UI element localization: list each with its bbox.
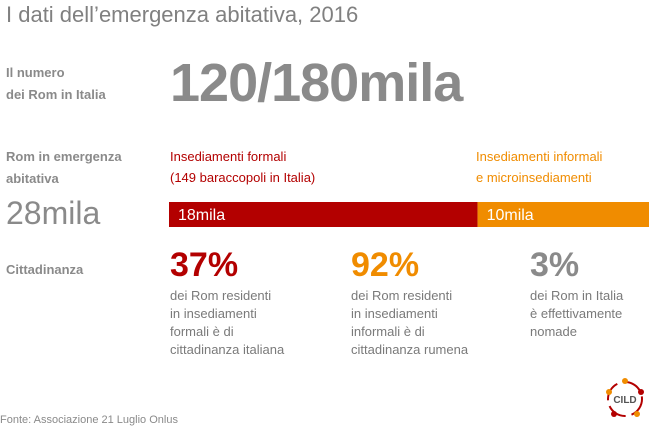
rom-count-value: 120/180mila xyxy=(170,53,463,113)
stat-desc-line: nomade xyxy=(530,324,577,339)
formal-segment-label: Insediamenti formali (149 baraccopoli in… xyxy=(170,146,315,188)
emergency-total-value: 28mila xyxy=(6,195,101,231)
logo-dot xyxy=(606,389,612,395)
citizenship-label: Cittadinanza xyxy=(6,262,84,277)
stat-desc-line: è effettivamente xyxy=(530,306,623,321)
stat-desc-line: dei Rom residenti xyxy=(351,288,453,303)
formal-segment-label-line-2: (149 baraccopoli in Italia) xyxy=(170,170,316,185)
stat-formal: 37% dei Rom residenti in insediamenti fo… xyxy=(170,246,330,359)
stat-desc-line: in insediamenti xyxy=(170,306,257,321)
emergency-label-line-1: Rom in emergenza xyxy=(6,149,122,164)
stacked-bar-chart: 18mila 10mila xyxy=(169,202,649,227)
stat-desc-line: dei Rom residenti xyxy=(170,288,272,303)
stat-informal-desc: dei Rom residenti in insediamenti inform… xyxy=(351,287,511,359)
stat-nomad-pct: 3% xyxy=(530,246,580,284)
rom-count-label: Il numero dei Rom in Italia xyxy=(6,62,106,106)
stat-desc-line: in insediamenti xyxy=(351,306,438,321)
chart-title: I dati dell’emergenza abitativa, 2016 xyxy=(6,2,359,27)
bar-value-label-informal: 10mila xyxy=(487,207,534,224)
stat-desc-line: formali è di xyxy=(170,324,234,339)
informal-segment-label-line-1: Insediamenti informali xyxy=(476,149,603,164)
stat-informal-pct: 92% xyxy=(351,246,420,284)
rom-count-label-line-1: Il numero xyxy=(6,65,65,80)
logo-text: CILD xyxy=(613,395,636,406)
logo-dot xyxy=(611,411,617,417)
informal-segment-label-line-2: e microinsediamenti xyxy=(476,170,592,185)
logo-dot xyxy=(622,378,628,384)
stat-formal-pct: 37% xyxy=(170,246,239,284)
rom-count-label-line-2: dei Rom in Italia xyxy=(6,87,106,102)
stat-desc-line: cittadinanza rumena xyxy=(351,342,469,357)
stat-desc-line: dei Rom in Italia xyxy=(530,288,624,303)
emergency-label-line-2: abitativa xyxy=(6,171,59,186)
informal-segment-label: Insediamenti informali e microinsediamen… xyxy=(476,146,602,188)
stat-nomad-desc: dei Rom in Italia è effettivamente nomad… xyxy=(530,287,649,341)
formal-segment-label-line-1: Insediamenti formali xyxy=(170,149,287,164)
logo-dot xyxy=(638,389,644,395)
stat-desc-line: cittadinanza italiana xyxy=(170,342,285,357)
logo-dot xyxy=(634,411,640,417)
bar-segment-informal xyxy=(477,202,649,227)
stat-informal: 92% dei Rom residenti in insediamenti in… xyxy=(351,246,511,359)
bar-value-label-formal: 18mila xyxy=(178,207,225,224)
cild-logo: CILD xyxy=(606,378,644,417)
stat-formal-desc: dei Rom residenti in insediamenti formal… xyxy=(170,287,330,359)
stat-desc-line: informali è di xyxy=(351,324,425,339)
emergency-label: Rom in emergenza abitativa xyxy=(6,146,122,190)
bar-segment-formal xyxy=(169,202,478,227)
stat-nomad: 3% dei Rom in Italia è effettivamente no… xyxy=(530,246,649,341)
source-note: Fonte: Associazione 21 Luglio Onlus xyxy=(0,414,178,426)
